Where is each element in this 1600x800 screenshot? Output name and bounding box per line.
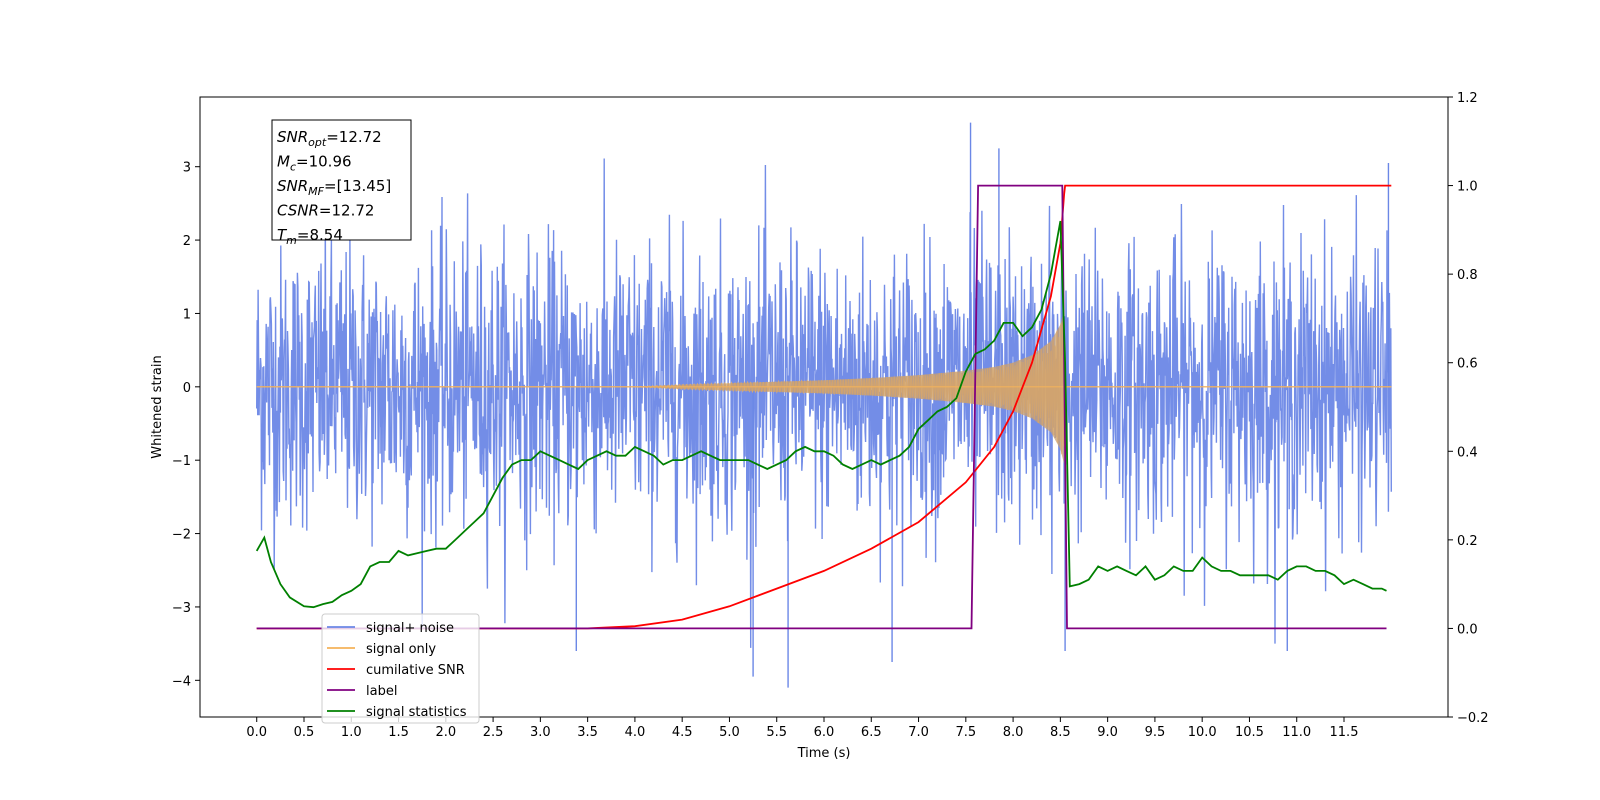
x-tick-label: 0.5 bbox=[294, 725, 315, 740]
info-box-line: SNRMF=[13.45] bbox=[277, 177, 391, 198]
x-tick-label: 11.5 bbox=[1330, 725, 1359, 740]
legend: signal+ noise signal only cumilative SNR la… bbox=[321, 613, 480, 724]
x-tick-label: 7.0 bbox=[908, 725, 929, 740]
info-subscript: opt bbox=[308, 136, 327, 149]
y2-tick-label: 0.4 bbox=[1457, 445, 1478, 460]
x-tick-label: 1.0 bbox=[341, 725, 362, 740]
x-tick-label: 0.0 bbox=[246, 725, 267, 740]
y-tick-label: −1 bbox=[172, 454, 191, 469]
x-tick-label: 3.0 bbox=[530, 725, 551, 740]
info-box: SNRopt=12.72Mc=10.96SNRMF=[13.45]CSNR=12… bbox=[271, 119, 412, 247]
x-tick-label: 10.5 bbox=[1235, 725, 1264, 740]
info-name: M bbox=[277, 153, 290, 171]
y-tick-label: 1 bbox=[183, 307, 191, 322]
x-axis-label: Time (s) bbox=[797, 746, 851, 761]
info-box-line: Tm=8.54 bbox=[277, 226, 343, 247]
info-subscript: c bbox=[290, 161, 296, 174]
y-tick-label: 0 bbox=[183, 381, 191, 396]
legend-label: signal statistics bbox=[366, 705, 467, 720]
legend-label: signal+ noise bbox=[366, 621, 454, 636]
x-tick-label: 9.5 bbox=[1145, 725, 1166, 740]
series-signal-statistics bbox=[255, 220, 1387, 609]
legend-label: cumilative SNR bbox=[366, 663, 465, 678]
x-tick-label: 8.5 bbox=[1050, 725, 1071, 740]
info-value: =12.72 bbox=[326, 128, 382, 146]
info-subscript: m bbox=[286, 234, 297, 247]
y2-tick-label: 0.2 bbox=[1457, 534, 1478, 549]
info-name: CSNR bbox=[277, 202, 319, 220]
info-name: T bbox=[277, 226, 288, 244]
x-tick-label: 1.5 bbox=[388, 725, 409, 740]
y-tick-label: −4 bbox=[172, 674, 191, 689]
x-tick-label: 7.5 bbox=[955, 725, 976, 740]
info-name: SNR bbox=[277, 128, 308, 146]
y2-tick-label: −0.2 bbox=[1457, 711, 1489, 726]
info-value: =10.96 bbox=[296, 153, 352, 171]
x-tick-label: 4.5 bbox=[672, 725, 693, 740]
info-box-frame bbox=[271, 119, 412, 241]
series-label bbox=[256, 184, 1387, 630]
x-tick-label: 6.0 bbox=[814, 725, 835, 740]
x-tick-label: 5.5 bbox=[766, 725, 787, 740]
x-tick-label: 9.0 bbox=[1097, 725, 1118, 740]
y-tick-label: 3 bbox=[183, 161, 191, 176]
x-tick-label: 10.0 bbox=[1188, 725, 1217, 740]
x-tick-label: 4.0 bbox=[625, 725, 646, 740]
legend-frame bbox=[321, 613, 480, 724]
legend-label: label bbox=[366, 684, 397, 699]
x-tick-label: 8.0 bbox=[1003, 725, 1024, 740]
info-box-line: CSNR=12.72 bbox=[277, 202, 374, 220]
info-box-line: Mc=10.96 bbox=[277, 153, 352, 174]
y-axis-label: Whitened strain bbox=[150, 355, 165, 458]
info-box-line: SNRopt=12.72 bbox=[277, 128, 382, 149]
plot-area bbox=[255, 122, 1392, 688]
series-signal-noise bbox=[256, 158, 1392, 648]
y-tick-label: −3 bbox=[172, 601, 191, 616]
legend-label: signal only bbox=[366, 642, 436, 657]
y2-tick-label: 0.6 bbox=[1457, 357, 1478, 372]
info-subscript: MF bbox=[308, 185, 324, 198]
y2-tick-label: 0.8 bbox=[1457, 268, 1478, 283]
x-tick-label: 6.5 bbox=[861, 725, 882, 740]
x-tick-label: 2.0 bbox=[435, 725, 456, 740]
axes: 0.0 0.5 1.0 1.5 2.0 2.5 3.0 3.5 4.0 4.5 5.0 5.5 6.0 6… bbox=[150, 91, 1489, 761]
info-name: SNR bbox=[277, 177, 308, 195]
info-value: =[13.45] bbox=[324, 177, 391, 195]
info-value: =8.54 bbox=[297, 226, 343, 244]
y-tick-label: −2 bbox=[172, 528, 191, 543]
plot-clip-group bbox=[255, 122, 1392, 688]
y2-tick-label: 0.0 bbox=[1457, 622, 1478, 637]
x-tick-label: 11.0 bbox=[1282, 725, 1311, 740]
y2-tick-label: 1.0 bbox=[1457, 180, 1478, 195]
x-tick-label: 3.5 bbox=[577, 725, 598, 740]
x-tick-label: 2.5 bbox=[483, 725, 504, 740]
x-tick-label: 5.0 bbox=[719, 725, 740, 740]
info-value: =12.72 bbox=[319, 202, 375, 220]
y2-tick-label: 1.2 bbox=[1457, 91, 1478, 106]
y-tick-label: 2 bbox=[183, 234, 191, 249]
